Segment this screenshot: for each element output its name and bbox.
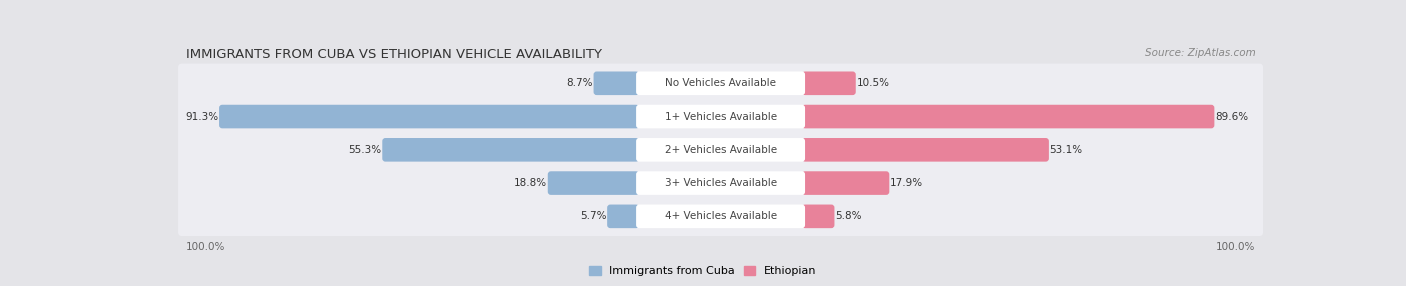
Text: 100.0%: 100.0% — [1216, 242, 1256, 252]
FancyBboxPatch shape — [548, 171, 640, 195]
FancyBboxPatch shape — [219, 105, 640, 128]
FancyBboxPatch shape — [179, 163, 1263, 203]
FancyBboxPatch shape — [801, 72, 856, 95]
FancyBboxPatch shape — [179, 130, 1263, 170]
Text: 18.8%: 18.8% — [513, 178, 547, 188]
FancyBboxPatch shape — [636, 105, 806, 128]
Text: 8.7%: 8.7% — [567, 78, 593, 88]
FancyBboxPatch shape — [179, 63, 1263, 103]
FancyBboxPatch shape — [636, 138, 806, 162]
FancyBboxPatch shape — [607, 204, 640, 228]
FancyBboxPatch shape — [636, 72, 806, 95]
FancyBboxPatch shape — [801, 171, 890, 195]
Text: 5.7%: 5.7% — [579, 211, 606, 221]
FancyBboxPatch shape — [636, 204, 806, 228]
Text: 55.3%: 55.3% — [349, 145, 381, 155]
Text: IMMIGRANTS FROM CUBA VS ETHIOPIAN VEHICLE AVAILABILITY: IMMIGRANTS FROM CUBA VS ETHIOPIAN VEHICL… — [186, 48, 602, 61]
Text: No Vehicles Available: No Vehicles Available — [665, 78, 776, 88]
Text: 53.1%: 53.1% — [1050, 145, 1083, 155]
Text: Source: ZipAtlas.com: Source: ZipAtlas.com — [1144, 48, 1256, 58]
Text: 10.5%: 10.5% — [856, 78, 890, 88]
Text: 3+ Vehicles Available: 3+ Vehicles Available — [665, 178, 776, 188]
Text: 1+ Vehicles Available: 1+ Vehicles Available — [665, 112, 776, 122]
Text: 4+ Vehicles Available: 4+ Vehicles Available — [665, 211, 776, 221]
Text: 89.6%: 89.6% — [1215, 112, 1249, 122]
Text: 2+ Vehicles Available: 2+ Vehicles Available — [665, 145, 776, 155]
FancyBboxPatch shape — [179, 97, 1263, 136]
FancyBboxPatch shape — [382, 138, 640, 162]
Text: 91.3%: 91.3% — [186, 112, 218, 122]
Legend: Immigrants from Cuba, Ethiopian: Immigrants from Cuba, Ethiopian — [589, 266, 817, 276]
FancyBboxPatch shape — [593, 72, 640, 95]
FancyBboxPatch shape — [801, 204, 834, 228]
FancyBboxPatch shape — [801, 138, 1049, 162]
Text: 100.0%: 100.0% — [186, 242, 225, 252]
FancyBboxPatch shape — [179, 197, 1263, 236]
FancyBboxPatch shape — [636, 171, 806, 195]
FancyBboxPatch shape — [801, 105, 1215, 128]
Text: 17.9%: 17.9% — [890, 178, 924, 188]
Text: 5.8%: 5.8% — [835, 211, 862, 221]
